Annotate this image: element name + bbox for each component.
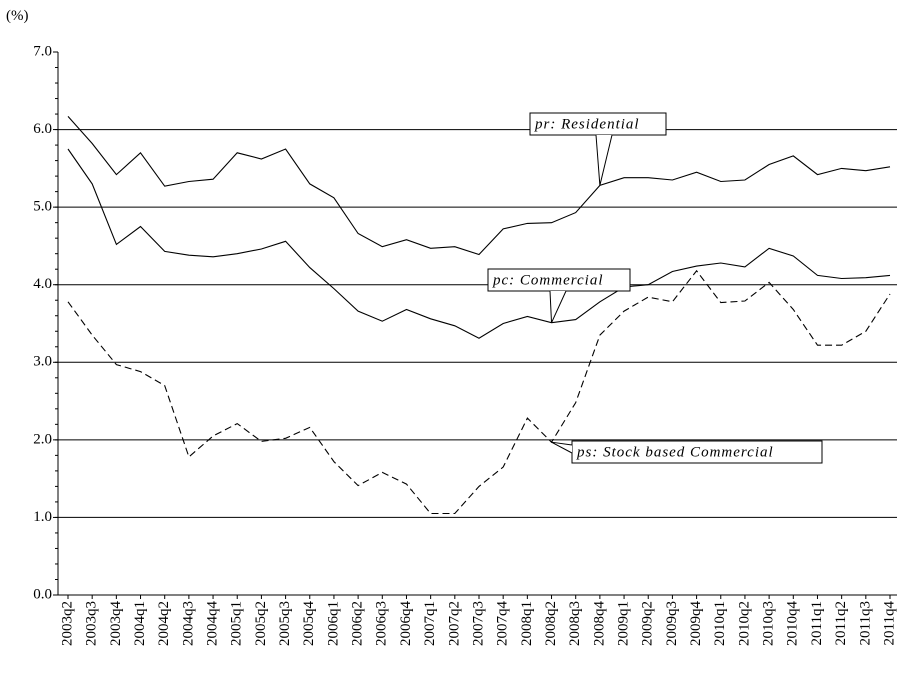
y-tick-label: 6.0 <box>33 121 52 137</box>
y-tick-label: 4.0 <box>33 276 52 292</box>
series-line <box>67 116 891 256</box>
x-tick-label: 2010q2 <box>736 601 752 646</box>
x-tick-label: 2011q3 <box>857 601 873 645</box>
y-tick-label: 7.0 <box>33 43 52 59</box>
x-tick-label: 2004q4 <box>204 601 220 647</box>
x-tick-label: 2008q4 <box>591 601 607 647</box>
legend-label: pr: Residential <box>534 116 640 132</box>
x-tick-label: 2011q1 <box>809 601 825 645</box>
x-tick-label: 2006q4 <box>398 601 414 647</box>
legend-label: ps: Stock based Commercial <box>576 444 774 460</box>
y-tick-label: 1.0 <box>33 509 52 525</box>
annotation-pointer <box>551 441 573 454</box>
x-tick-label: 2005q2 <box>253 601 269 646</box>
legend-label: pc: Commercial <box>492 272 604 288</box>
x-tick-label: 2006q1 <box>325 601 341 646</box>
x-tick-label: 2003q2 <box>59 601 75 646</box>
series-line <box>67 148 891 339</box>
y-axis-label: (%) <box>6 8 29 24</box>
x-tick-label: 2008q3 <box>567 601 583 646</box>
annotation-pointer <box>595 134 613 186</box>
x-tick-label: 2006q2 <box>350 601 366 646</box>
x-tick-label: 2003q3 <box>84 601 100 646</box>
x-tick-label: 2006q3 <box>374 601 390 646</box>
x-tick-label: 2005q4 <box>301 601 317 647</box>
x-tick-label: 2009q2 <box>640 601 656 646</box>
x-tick-label: 2007q1 <box>422 601 438 646</box>
annotation-pointer <box>549 290 567 323</box>
x-tick-label: 2009q3 <box>664 601 680 646</box>
y-tick-label: 2.0 <box>33 431 52 447</box>
y-tick-label: 3.0 <box>33 354 52 370</box>
x-tick-label: 2004q3 <box>180 601 196 646</box>
x-tick-label: 2007q4 <box>495 601 511 647</box>
y-tick-label: 0.0 <box>33 586 52 602</box>
x-tick-label: 2005q1 <box>229 601 245 646</box>
x-tick-label: 2008q1 <box>519 601 535 646</box>
x-tick-label: 2008q2 <box>543 601 559 646</box>
series-line <box>67 269 891 515</box>
x-tick-label: 2004q1 <box>132 601 148 646</box>
x-tick-label: 2009q4 <box>688 601 704 647</box>
x-tick-label: 2011q2 <box>833 601 849 645</box>
x-tick-label: 2004q2 <box>156 601 172 646</box>
x-tick-label: 2005q3 <box>277 601 293 646</box>
x-tick-label: 2010q4 <box>785 601 801 647</box>
x-tick-label: 2007q3 <box>470 601 486 646</box>
x-tick-label: 2009q1 <box>615 601 631 646</box>
x-tick-label: 2010q3 <box>761 601 777 646</box>
x-tick-label: 2007q2 <box>446 601 462 646</box>
y-tick-label: 5.0 <box>33 199 52 215</box>
x-tick-label: 2010q1 <box>712 601 728 646</box>
x-tick-label: 2011q4 <box>881 601 897 646</box>
x-tick-label: 2003q4 <box>108 601 124 647</box>
